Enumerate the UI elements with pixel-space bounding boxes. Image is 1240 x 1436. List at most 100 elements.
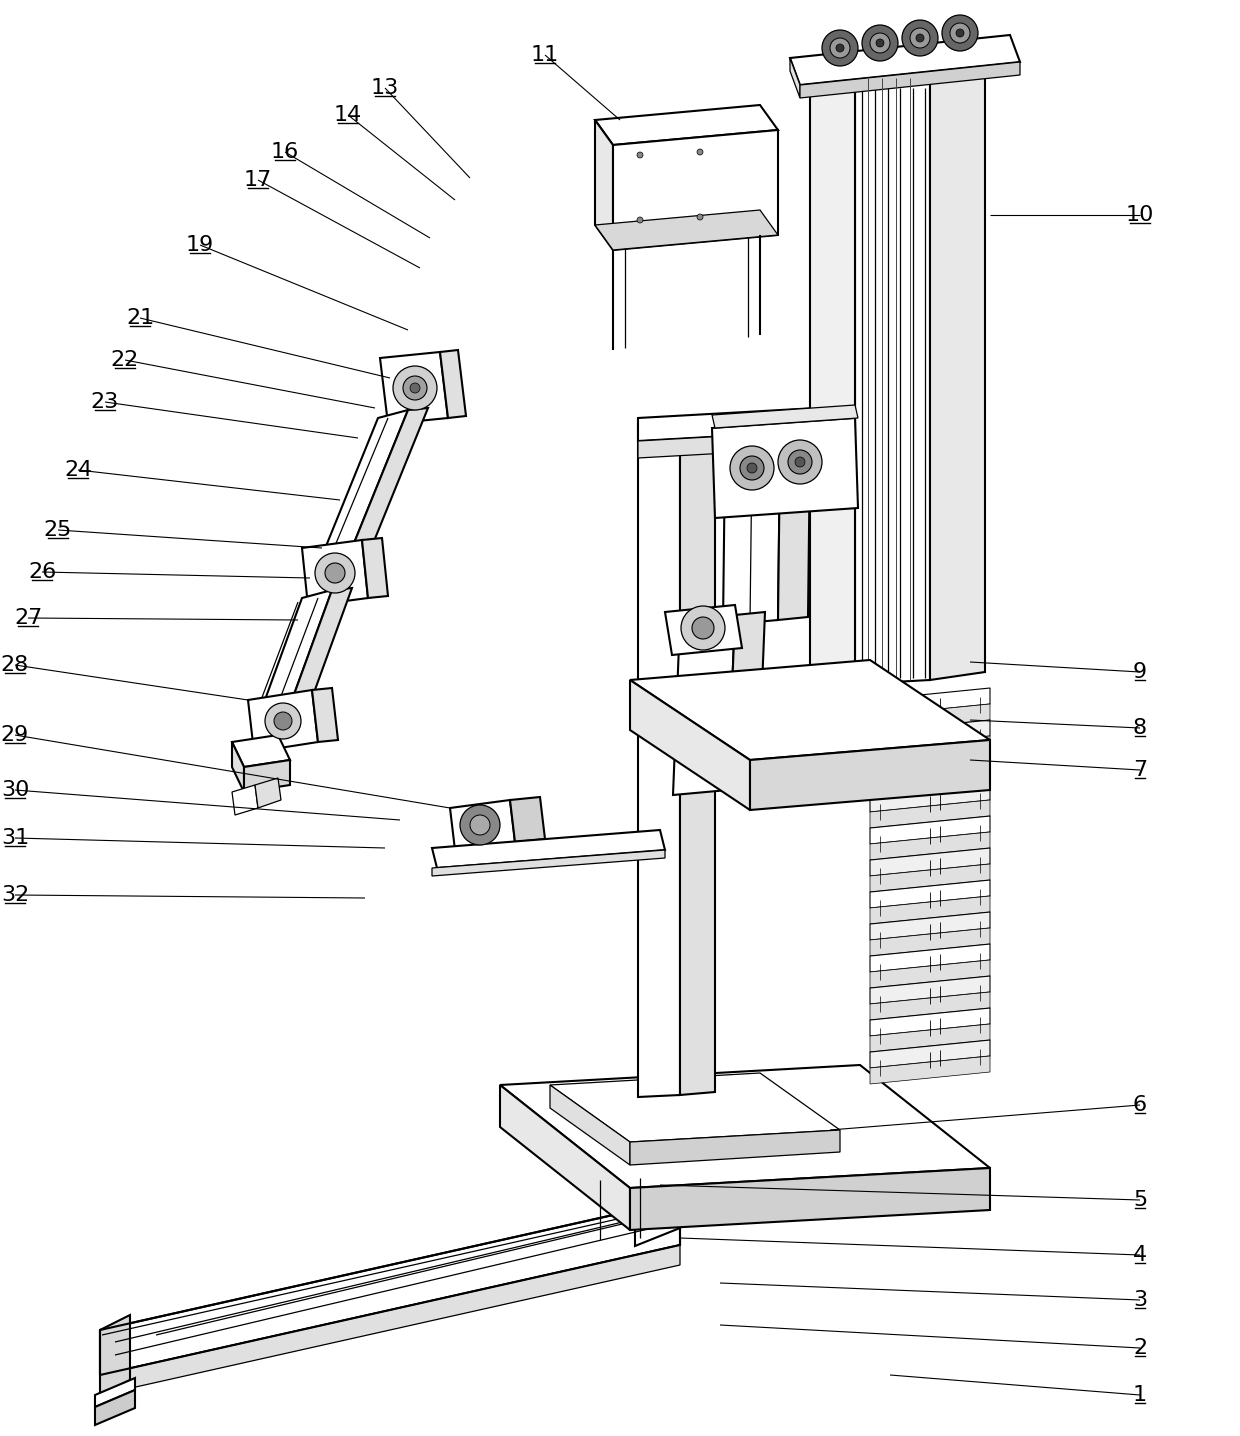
Polygon shape — [856, 78, 930, 684]
Text: 8: 8 — [1133, 718, 1147, 738]
Polygon shape — [870, 928, 990, 956]
Polygon shape — [870, 688, 990, 717]
Polygon shape — [255, 778, 281, 808]
Text: 10: 10 — [1126, 205, 1154, 225]
Text: 19: 19 — [186, 236, 215, 256]
Polygon shape — [870, 976, 990, 1004]
Circle shape — [315, 553, 355, 593]
Circle shape — [916, 34, 924, 42]
Polygon shape — [613, 131, 777, 250]
Circle shape — [393, 366, 436, 411]
Text: 17: 17 — [244, 169, 272, 190]
Polygon shape — [790, 34, 1021, 85]
Polygon shape — [665, 605, 742, 655]
Polygon shape — [870, 880, 990, 908]
Polygon shape — [630, 1167, 990, 1231]
Polygon shape — [870, 912, 990, 941]
Polygon shape — [440, 350, 466, 418]
Polygon shape — [232, 735, 290, 767]
Text: 29: 29 — [1, 725, 29, 745]
Polygon shape — [870, 992, 990, 1020]
Polygon shape — [870, 784, 990, 811]
Polygon shape — [551, 1086, 630, 1165]
Text: 32: 32 — [1, 885, 29, 905]
Polygon shape — [639, 428, 870, 458]
Polygon shape — [810, 82, 856, 692]
Polygon shape — [930, 70, 985, 681]
Polygon shape — [100, 1245, 680, 1394]
Circle shape — [265, 704, 301, 740]
Polygon shape — [312, 688, 339, 742]
Circle shape — [956, 29, 963, 37]
Polygon shape — [100, 1200, 680, 1376]
Polygon shape — [322, 411, 408, 556]
Polygon shape — [870, 943, 990, 972]
Polygon shape — [750, 740, 990, 810]
Polygon shape — [379, 352, 448, 424]
Circle shape — [787, 449, 812, 474]
Polygon shape — [639, 418, 680, 1097]
Text: 13: 13 — [371, 78, 399, 98]
Text: 26: 26 — [27, 561, 56, 582]
Text: 4: 4 — [1133, 1245, 1147, 1265]
Polygon shape — [232, 742, 244, 793]
Circle shape — [681, 606, 725, 651]
Circle shape — [637, 152, 644, 158]
Circle shape — [410, 383, 420, 393]
Circle shape — [862, 24, 898, 60]
Circle shape — [901, 20, 937, 56]
Polygon shape — [291, 587, 352, 699]
Polygon shape — [635, 1211, 680, 1246]
Polygon shape — [232, 785, 258, 816]
Polygon shape — [244, 760, 290, 793]
Text: 5: 5 — [1133, 1190, 1147, 1211]
Text: 1: 1 — [1133, 1384, 1147, 1404]
Polygon shape — [432, 830, 665, 867]
Polygon shape — [870, 752, 990, 780]
Polygon shape — [870, 864, 990, 892]
Text: 16: 16 — [270, 142, 299, 162]
Polygon shape — [248, 691, 317, 752]
Polygon shape — [870, 704, 990, 732]
Polygon shape — [870, 831, 990, 860]
Text: 21: 21 — [126, 307, 154, 327]
Circle shape — [697, 149, 703, 155]
Polygon shape — [712, 405, 858, 428]
Circle shape — [460, 806, 500, 844]
Polygon shape — [870, 737, 990, 764]
Polygon shape — [639, 405, 870, 441]
Text: 9: 9 — [1133, 662, 1147, 682]
Circle shape — [692, 617, 714, 639]
Text: 24: 24 — [64, 460, 92, 480]
Text: 28: 28 — [1, 655, 29, 675]
Polygon shape — [510, 797, 546, 841]
Polygon shape — [673, 615, 735, 796]
Text: 11: 11 — [531, 45, 559, 65]
Polygon shape — [362, 538, 388, 597]
Text: 23: 23 — [91, 392, 119, 412]
Polygon shape — [728, 612, 765, 790]
Circle shape — [830, 37, 849, 57]
Polygon shape — [712, 418, 858, 518]
Text: 7: 7 — [1133, 760, 1147, 780]
Circle shape — [836, 45, 844, 52]
Text: 2: 2 — [1133, 1338, 1147, 1358]
Circle shape — [637, 217, 644, 223]
Text: 3: 3 — [1133, 1290, 1147, 1310]
Polygon shape — [95, 1390, 135, 1425]
Polygon shape — [870, 719, 990, 748]
Text: 22: 22 — [110, 350, 139, 370]
Circle shape — [325, 563, 345, 583]
Text: 27: 27 — [14, 607, 42, 628]
Polygon shape — [870, 961, 990, 988]
Circle shape — [910, 27, 930, 47]
Polygon shape — [630, 681, 750, 810]
Polygon shape — [630, 661, 990, 760]
Polygon shape — [870, 1008, 990, 1035]
Polygon shape — [870, 1040, 990, 1068]
Polygon shape — [870, 816, 990, 844]
Polygon shape — [432, 850, 665, 876]
Text: 14: 14 — [334, 105, 362, 125]
Circle shape — [274, 712, 291, 729]
Circle shape — [470, 816, 490, 834]
